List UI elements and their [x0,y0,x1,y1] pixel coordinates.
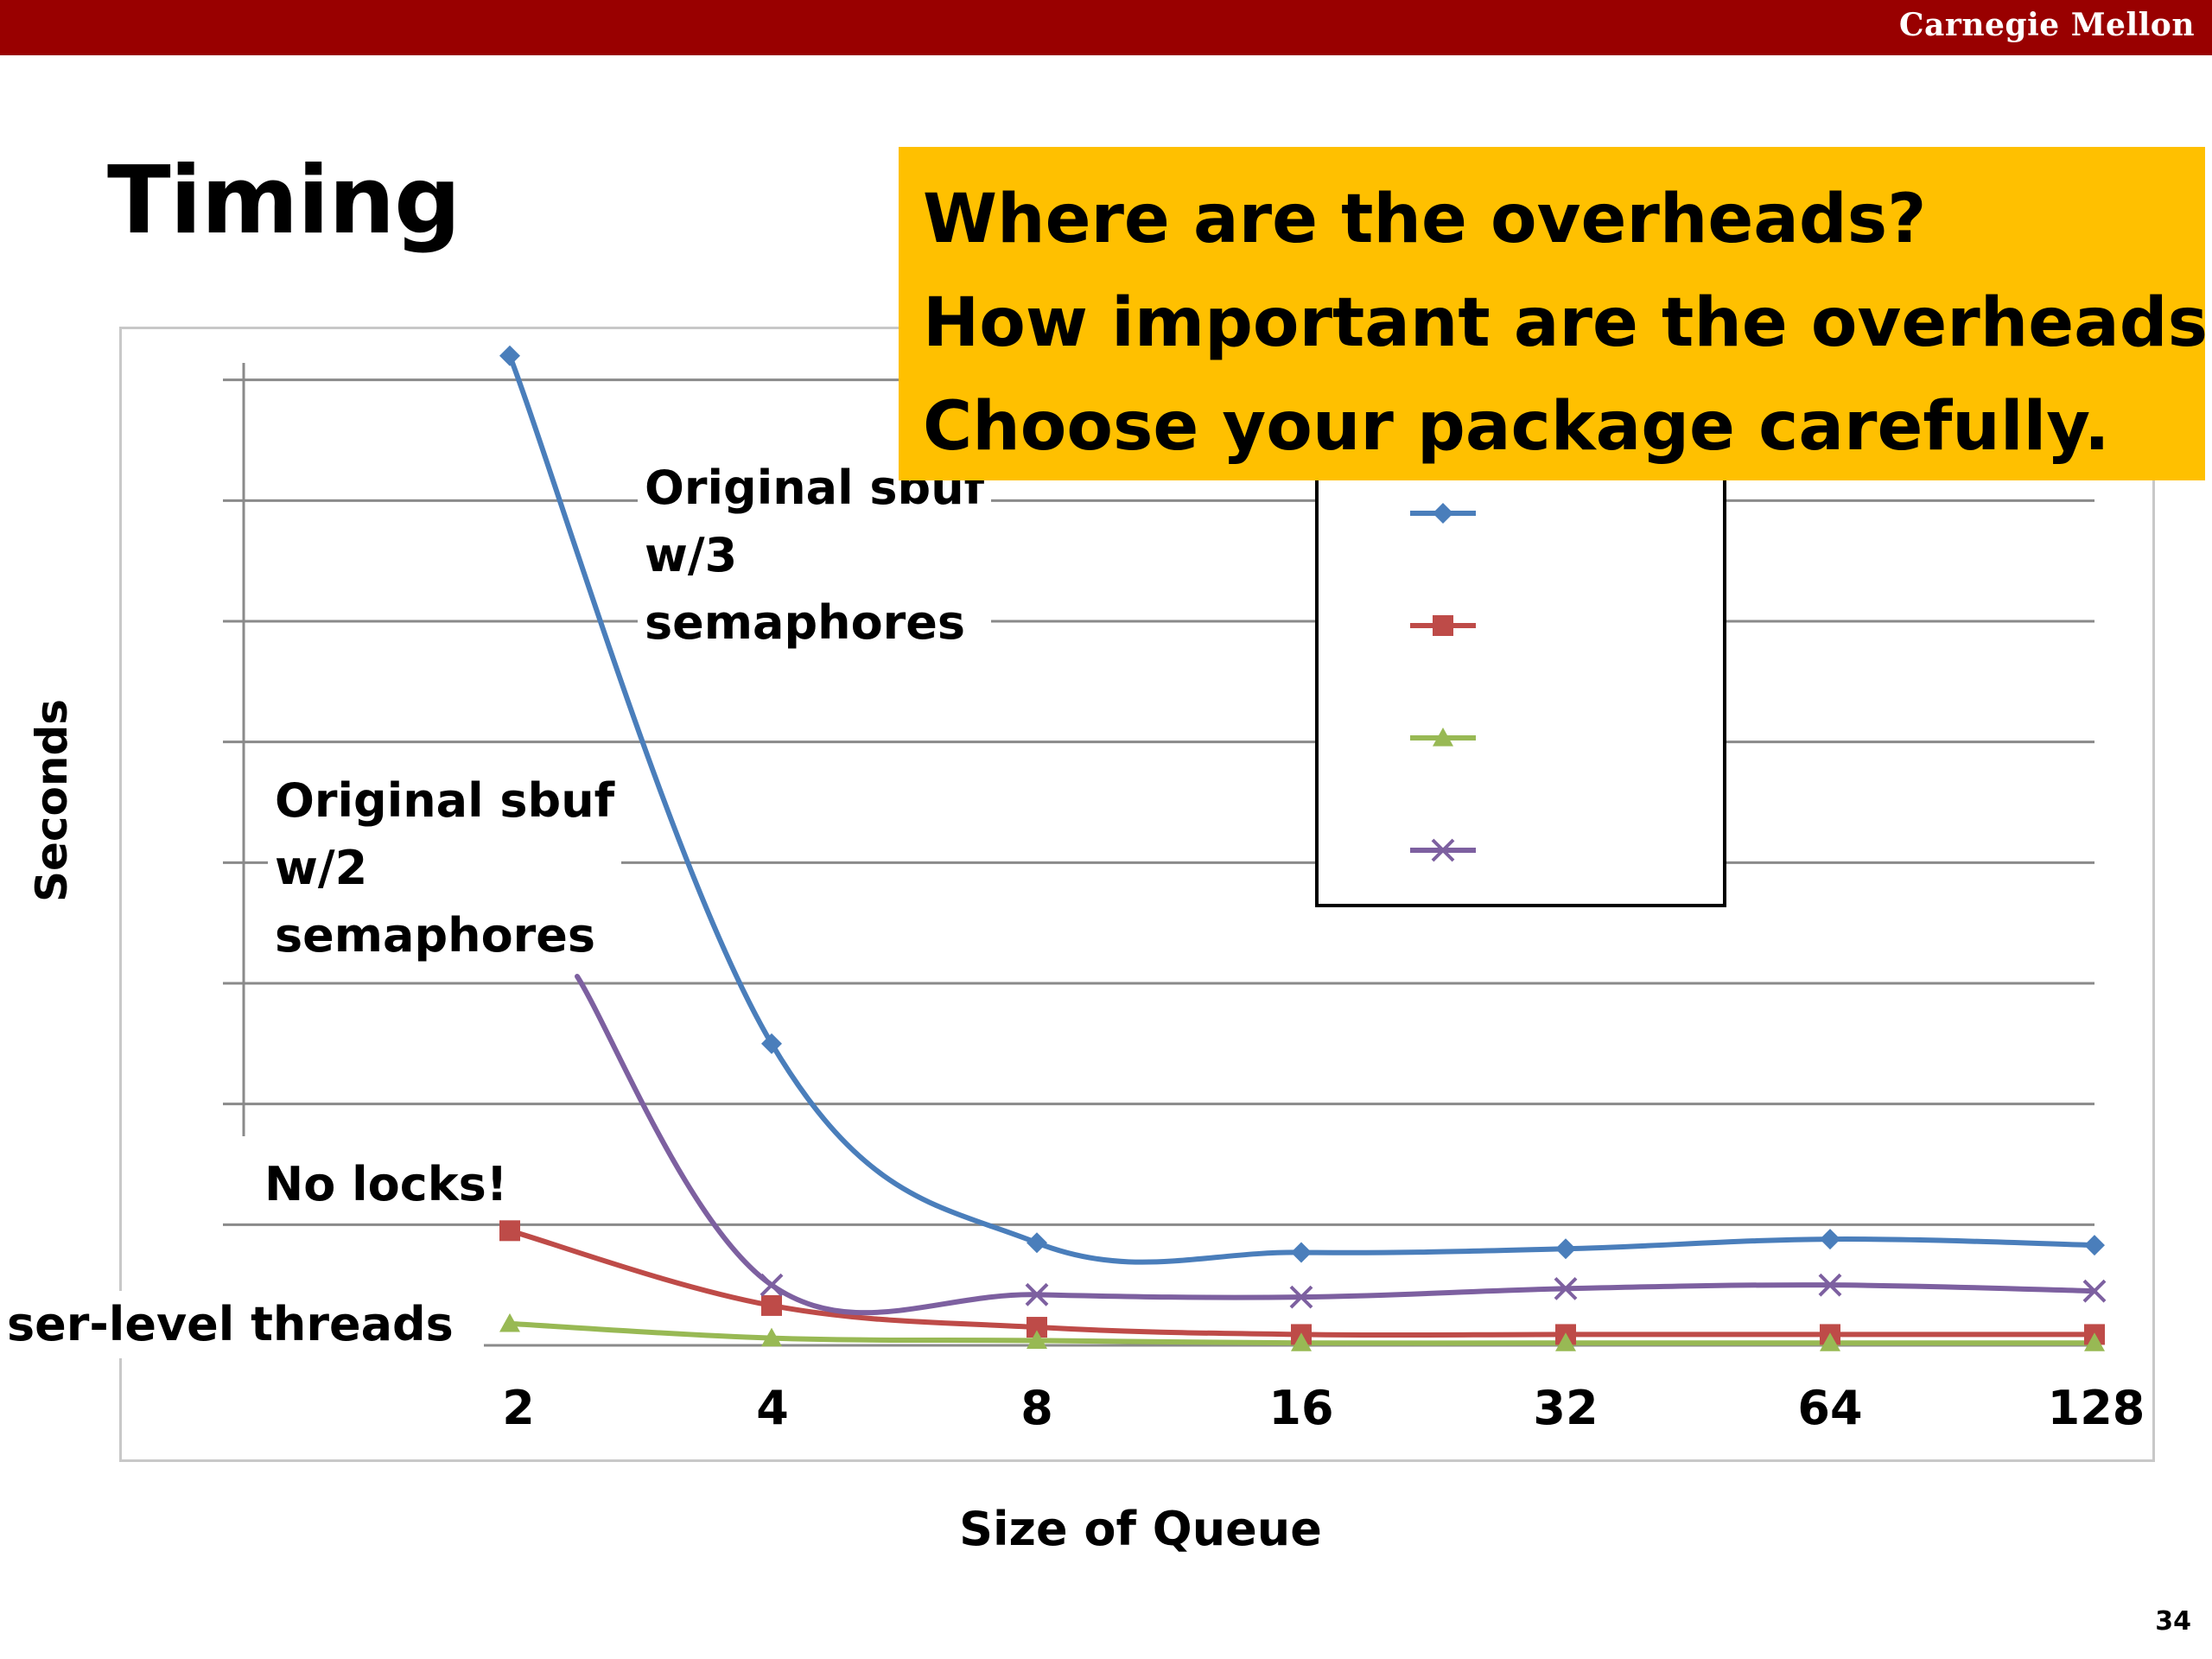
annotation-no-locks: No locks! [257,1151,515,1218]
callout-box: Where are the overheads? How important a… [899,147,2212,480]
data-point-x-stroke [1289,1285,1313,1309]
data-point-diamond [761,1033,782,1054]
annotation-user-level-threads: ser-level threads [0,1291,461,1358]
x-tick-label: 4 [756,1381,789,1435]
data-point-diamond [1433,503,1453,524]
data-point-diamond [1820,1229,1840,1250]
series-markers [499,345,2107,1351]
data-point-square [761,1294,782,1316]
data-point-triangle [2084,1332,2105,1351]
x-tick-label: 8 [1020,1381,1053,1435]
x-tick-label: 64 [1797,1381,1863,1435]
data-point-triangle [1027,1330,1047,1350]
data-point-x [760,1273,784,1297]
data-point-diamond [499,345,520,366]
data-point-x-stroke [1431,838,1455,862]
data-point-x [1554,1276,1578,1300]
data-point-x-stroke [1025,1282,1049,1306]
header-bar: Carnegie Mellon [0,0,2212,55]
data-point-triangle [1291,1332,1312,1351]
data-point-diamond [1291,1242,1312,1263]
data-point-square [499,1220,520,1242]
chart-legend [1315,458,1726,907]
slide-title: Timing [107,147,461,255]
page-number: 34 [2155,1606,2191,1637]
data-point-x [1431,838,1455,862]
data-point-triangle [1555,1332,1576,1351]
data-point-triangle [1820,1332,1840,1351]
x-tick-label: 16 [1268,1381,1334,1435]
legend-swatches [1410,503,1476,862]
brand-name: Carnegie Mellon [1898,7,2195,43]
callout-line: Choose your package carefully. [923,388,2110,466]
data-point-x-stroke [1818,1273,1842,1297]
data-point-x [1025,1282,1049,1306]
data-point-x [1818,1273,1842,1297]
data-point-x-stroke [1554,1276,1578,1300]
callout-line: How important are the overheads? [923,284,2212,362]
data-point-triangle [761,1327,782,1347]
data-point-diamond [2084,1235,2105,1256]
data-point-x [1289,1285,1313,1309]
data-point-x-stroke [2082,1279,2107,1303]
data-point-square [1433,615,1453,636]
x-axis-label: Size of Queue [959,1502,1322,1556]
x-tick-label: 128 [2047,1381,2145,1435]
annotation-original-2-semaphores: Original sbuf w/2 semaphores [268,767,622,969]
callout-line: Where are the overheads? [923,181,1927,258]
data-point-diamond [1555,1238,1576,1260]
data-point-x [2082,1279,2107,1303]
data-point-diamond [1027,1232,1047,1254]
data-point-triangle [499,1313,520,1332]
annotation-original-3-semaphores: Original sbuf w/3 semaphores [638,454,992,657]
series-line [575,974,2097,1316]
series-line [507,353,2097,1265]
data-point-x-stroke [760,1273,784,1297]
y-axis-label: Seconds [27,698,77,902]
data-point-triangle [1433,728,1453,747]
x-tick-label: 32 [1533,1381,1599,1435]
x-tick-label: 2 [502,1381,535,1435]
